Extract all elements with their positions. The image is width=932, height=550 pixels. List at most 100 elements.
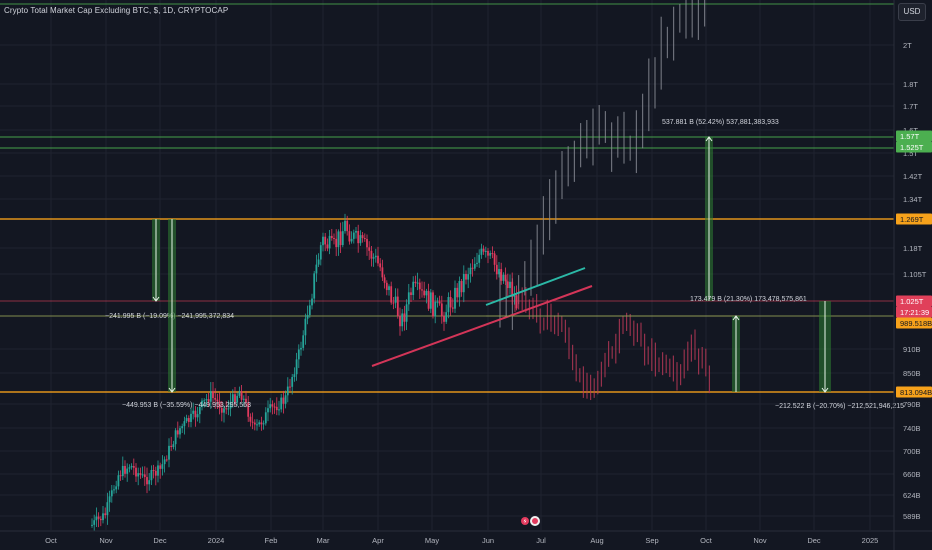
y-tick-label: 850B bbox=[903, 369, 921, 378]
candle-body bbox=[183, 421, 186, 427]
candle-body bbox=[176, 430, 179, 435]
candle-body bbox=[161, 464, 164, 469]
candle-body bbox=[449, 297, 452, 308]
candle-body bbox=[141, 474, 144, 476]
price-axis[interactable]: 2T1.8T1.7T1.6T1.5T1.42T1.34T1.18T1.105T9… bbox=[893, 0, 932, 550]
candle-body bbox=[300, 347, 302, 350]
price-label-bg bbox=[896, 141, 932, 153]
candle-body bbox=[110, 490, 113, 497]
candle-body bbox=[403, 313, 406, 322]
y-tick-label: 790B bbox=[903, 400, 921, 409]
candle-body bbox=[284, 395, 287, 404]
chart-grid bbox=[0, 0, 894, 530]
candle-body bbox=[157, 465, 159, 476]
x-tick-label: Nov bbox=[753, 536, 767, 545]
candle-body bbox=[154, 470, 157, 476]
measure-arrowhead bbox=[152, 296, 160, 302]
candle-body bbox=[418, 282, 421, 290]
candle-body bbox=[495, 264, 498, 275]
candle-body bbox=[143, 474, 146, 478]
candle-body bbox=[432, 292, 434, 317]
candle-body bbox=[383, 277, 386, 283]
time-axis[interactable]: Oct Nov Dec 2024 Feb Mar Apr May Jun Jul Aug Sep Oct… bbox=[0, 530, 932, 545]
candle-body bbox=[361, 235, 364, 239]
price-label-bg bbox=[896, 130, 932, 142]
x-tick-label: Aug bbox=[590, 536, 603, 545]
x-tick-label: Feb bbox=[265, 536, 278, 545]
candle-body bbox=[423, 290, 426, 296]
candle-body bbox=[344, 220, 346, 232]
candle-body bbox=[242, 398, 245, 400]
price-label: 1.57T bbox=[900, 132, 920, 141]
candle-body bbox=[317, 259, 320, 265]
projected-candles bbox=[499, 0, 711, 401]
candle-body bbox=[473, 263, 476, 269]
candle-body bbox=[339, 231, 342, 246]
candle-body bbox=[394, 296, 397, 303]
y-tick-label: 1.105T bbox=[903, 270, 927, 279]
candle-body bbox=[372, 257, 375, 259]
candle-body bbox=[515, 295, 518, 309]
x-tick-label: 2025 bbox=[862, 536, 879, 545]
candle-body bbox=[229, 401, 232, 409]
candle-body bbox=[462, 273, 465, 293]
candle-body bbox=[146, 477, 148, 485]
candle-body bbox=[456, 287, 459, 298]
candle-body bbox=[348, 231, 351, 242]
candle-body bbox=[95, 516, 98, 521]
candle-body bbox=[207, 399, 210, 402]
candle-body bbox=[306, 315, 309, 319]
candle-body bbox=[425, 290, 428, 296]
candle-body bbox=[150, 470, 153, 481]
y-tick-label: 1.7T bbox=[903, 102, 918, 111]
candle-body bbox=[214, 397, 217, 400]
x-tick-label: Jul bbox=[536, 536, 546, 545]
candle-body bbox=[190, 413, 192, 422]
candle-body bbox=[234, 394, 236, 403]
candle-body bbox=[379, 263, 382, 268]
candle-body bbox=[216, 399, 219, 402]
candle-body bbox=[278, 409, 280, 411]
trend-lines[interactable] bbox=[371, 267, 736, 367]
x-tick-label: Sep bbox=[645, 536, 658, 545]
candle-body bbox=[370, 250, 373, 259]
x-tick-label: Nov bbox=[99, 536, 113, 545]
candle-body bbox=[262, 423, 265, 425]
candle-body bbox=[240, 391, 243, 400]
candle-body bbox=[220, 408, 223, 413]
candle-body bbox=[335, 238, 338, 248]
candle-body bbox=[311, 298, 313, 306]
candle-body bbox=[159, 465, 162, 469]
candle-body bbox=[128, 467, 131, 469]
candle-body bbox=[480, 248, 483, 255]
y-tick-label: 2T bbox=[903, 41, 912, 50]
y-tick-label: 589B bbox=[903, 512, 921, 521]
candlesticks bbox=[91, 213, 518, 531]
candle-body bbox=[289, 386, 291, 388]
x-tick-label: Dec bbox=[807, 536, 821, 545]
candle-body bbox=[256, 424, 258, 426]
candle-body bbox=[467, 274, 470, 280]
candle-body bbox=[93, 520, 96, 525]
chart-title: Crypto Total Market Cap Excluding BTC, $… bbox=[4, 6, 229, 15]
candle-body bbox=[355, 231, 357, 233]
candle-body bbox=[388, 286, 390, 291]
candle-body bbox=[223, 408, 225, 413]
x-tick-label: Oct bbox=[45, 536, 58, 545]
candle-body bbox=[392, 302, 395, 304]
candle-body bbox=[352, 232, 355, 239]
measurement-arrows[interactable]: −241.995 B (−19.09%) −241,995,372,834−44… bbox=[105, 119, 904, 410]
horizontal-levels[interactable] bbox=[0, 3, 894, 393]
candle-body bbox=[212, 391, 214, 398]
candle-body bbox=[286, 386, 289, 396]
candle-body bbox=[491, 253, 494, 255]
measure-arrowhead bbox=[168, 387, 176, 393]
measure-label: −212.522 B (−20.70%) −212,521,946,215 bbox=[775, 403, 904, 410]
candle-body bbox=[498, 269, 500, 275]
price-label-bg bbox=[896, 386, 932, 398]
currency-button[interactable]: USD bbox=[898, 3, 926, 21]
candle-body bbox=[275, 406, 278, 411]
candle-body bbox=[108, 496, 111, 503]
candle-body bbox=[484, 250, 487, 252]
